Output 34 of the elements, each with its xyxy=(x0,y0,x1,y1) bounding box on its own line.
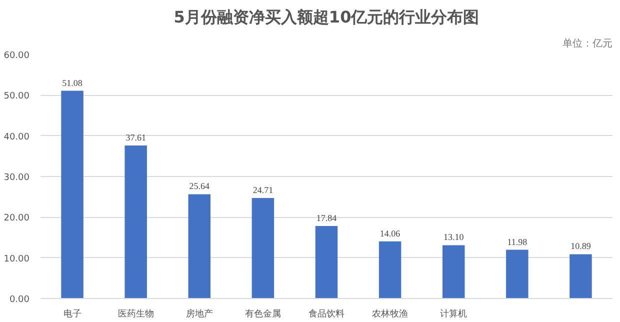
x-tick-label: 房地产 xyxy=(186,308,213,320)
y-tick-label: 50.00 xyxy=(4,92,30,102)
chart-title: 5月份融资净买入额超10亿元的行业分布图 xyxy=(174,8,480,26)
bar xyxy=(442,245,465,298)
bar xyxy=(506,250,528,298)
x-tick-label: 电子 xyxy=(63,308,82,320)
x-tick-label: 农林牧渔 xyxy=(372,308,408,320)
data-label: 11.98 xyxy=(507,236,528,247)
data-label: 37.61 xyxy=(126,132,146,143)
y-tick-label: 60.00 xyxy=(4,51,30,61)
data-label: 51.08 xyxy=(62,78,83,88)
bar xyxy=(378,241,402,298)
bar xyxy=(61,90,84,298)
y-tick-label: 10.00 xyxy=(4,254,30,264)
data-label: 25.64 xyxy=(189,181,210,192)
x-tick-label: 有色金属 xyxy=(244,308,281,320)
bar xyxy=(188,194,211,298)
x-tick-label: 食品饮料 xyxy=(308,308,344,320)
data-label: 17.84 xyxy=(316,212,338,223)
data-label: 24.71 xyxy=(252,185,274,196)
chart-subtitle: 单位：亿元 xyxy=(562,38,612,50)
bar xyxy=(252,198,274,298)
bar xyxy=(570,254,592,298)
data-label: 13.10 xyxy=(443,232,464,242)
x-tick-label: 医药生物 xyxy=(118,308,154,320)
bar xyxy=(315,226,338,298)
data-label: 14.06 xyxy=(380,228,401,238)
data-label: 10.89 xyxy=(570,241,592,252)
x-tick-label: 计算机 xyxy=(440,308,468,320)
y-tick-label: 0.00 xyxy=(9,295,30,305)
y-tick-label: 30.00 xyxy=(4,173,30,183)
bar xyxy=(124,146,147,298)
y-tick-label: 40.00 xyxy=(4,132,30,142)
y-tick-label: 20.00 xyxy=(4,214,30,224)
